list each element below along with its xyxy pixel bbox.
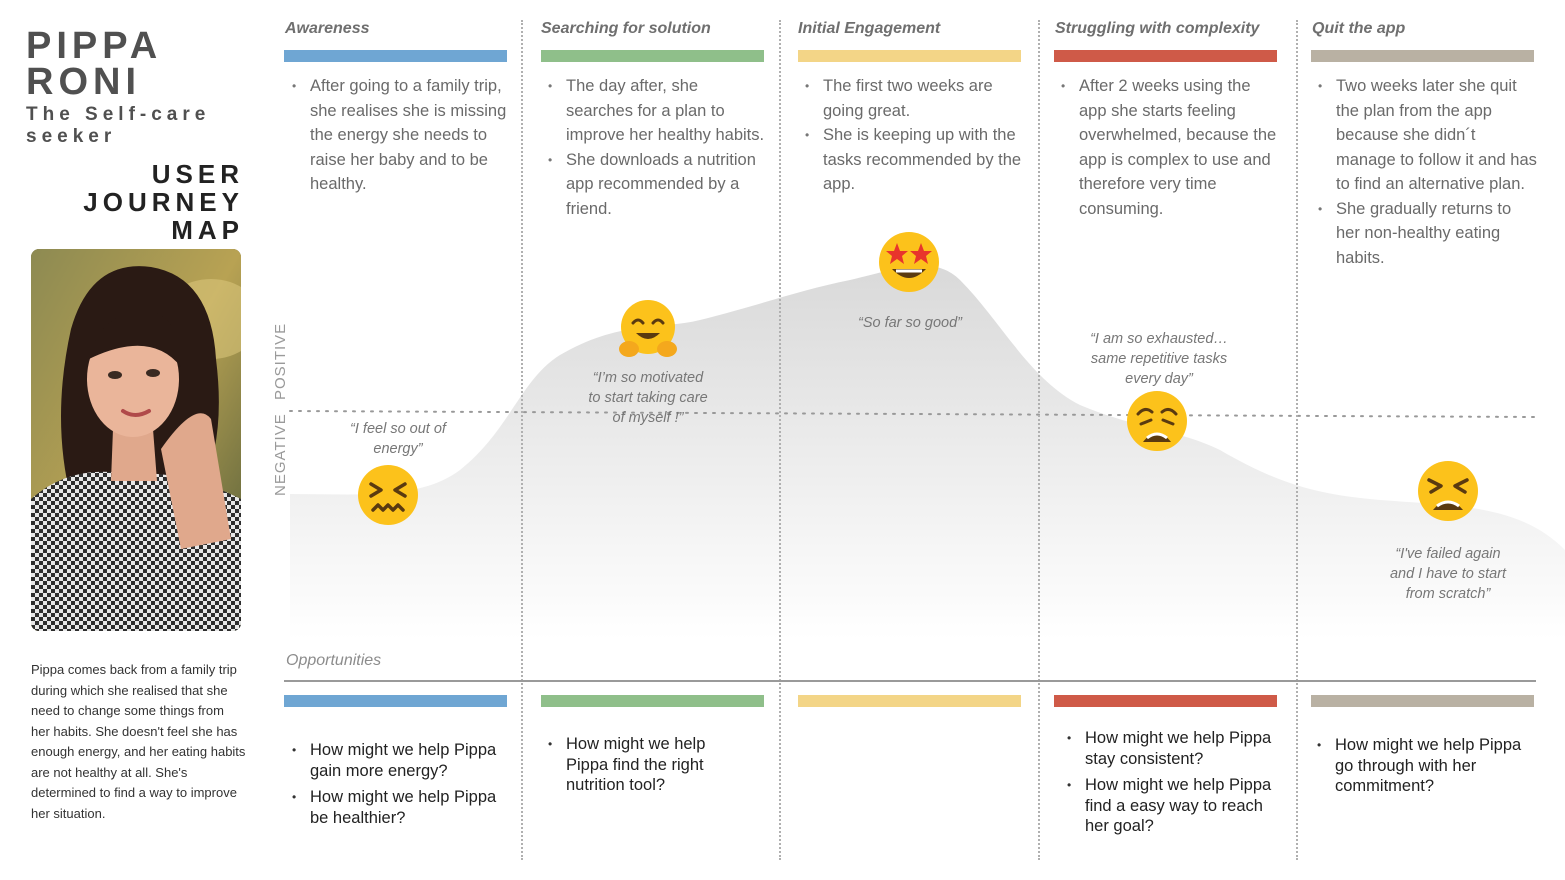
persona-subtitle: The Self-care seeker (26, 104, 246, 148)
opportunity-color-bar (541, 695, 764, 707)
stage-quote: “So far so good” (858, 315, 962, 331)
confounded-face-icon (358, 465, 418, 525)
stage-quote: “I feel so out of energy” (350, 421, 446, 457)
stage-title-searching: Searching for solution (541, 20, 711, 37)
opportunity-item: How might we help Pippa find a easy way … (1061, 775, 1291, 837)
persona-name: PIPPA RONI (26, 25, 163, 103)
neutral-axis-line (289, 410, 1536, 418)
opportunity-color-bar (1054, 695, 1277, 707)
stage-quote: “I’m so motivated to start taking care o… (588, 370, 708, 426)
stage-description-item: She downloads a nutrition app recommende… (542, 148, 767, 222)
persona-first-name: PIPPA (26, 25, 163, 67)
stage-description: The day after, she searches for a plan t… (542, 74, 767, 221)
stage-title-awareness: Awareness (285, 20, 370, 37)
emotion-curve-area (290, 265, 1565, 640)
stage-description-item: Two weeks later she quit the plan from t… (1312, 74, 1537, 197)
stage-title-struggling: Struggling with complexity (1055, 20, 1260, 37)
stage-description-item: After going to a family trip, she realis… (286, 74, 511, 197)
map-title-line1: USER (151, 159, 244, 189)
persona-subtitle-line2: seeker (26, 126, 117, 147)
opportunity-list: How might we help Pippa go through with … (1311, 735, 1536, 803)
stage-description-item: The first two weeks are going great. (799, 74, 1024, 123)
stage-divider (1038, 20, 1040, 860)
stage-description: After going to a family trip, she realis… (286, 74, 511, 197)
opportunities-label: Opportunities (286, 652, 382, 669)
stage-description: Two weeks later she quit the plan from t… (1312, 74, 1537, 270)
opportunity-item: How might we help Pippa stay consistent? (1061, 728, 1291, 769)
axis-negative-label: NEGATIVE (272, 413, 289, 496)
opportunity-item: How might we help Pippa be healthier? (286, 787, 516, 828)
stage-color-bar (1054, 50, 1277, 62)
stage-color-bar (1311, 50, 1534, 62)
stage-description-item: She gradually returns to her non-healthy… (1312, 197, 1537, 271)
stage-divider (1296, 20, 1298, 860)
opportunities-divider (284, 680, 1536, 682)
stage-description-item: She is keeping up with the tasks recomme… (799, 123, 1024, 197)
opportunity-list: How might we help Pippa find the right n… (542, 734, 722, 802)
opportunity-color-bar (798, 695, 1021, 707)
hugging-face-icon (619, 300, 677, 357)
persona-photo (31, 249, 241, 631)
stage-description-item: The day after, she searches for a plan t… (542, 74, 767, 148)
stage-color-bar (798, 50, 1021, 62)
opportunity-list: How might we help Pippa gain more energy… (286, 740, 516, 834)
opportunity-item: How might we help Pippa gain more energy… (286, 740, 516, 781)
persona-portrait-illustration (31, 249, 241, 631)
map-title-line3: MAP (171, 215, 244, 245)
stage-color-bar (541, 50, 764, 62)
persona-subtitle-line1: The Self-care (26, 104, 211, 125)
persona-bio: Pippa comes back from a family trip duri… (31, 662, 246, 821)
stage-description: The first two weeks are going great. She… (799, 74, 1024, 197)
stage-title-initial-engagement: Initial Engagement (798, 20, 941, 37)
stage-description: After 2 weeks using the app she starts f… (1055, 74, 1280, 221)
stage-divider (521, 20, 523, 860)
stage-description-item: After 2 weeks using the app she starts f… (1055, 74, 1280, 221)
map-title-line2: JOURNEY (83, 187, 244, 217)
opportunity-list: How might we help Pippa stay consistent?… (1061, 728, 1291, 843)
star-struck-icon (879, 232, 939, 292)
persona-last-name: RONI (26, 61, 141, 103)
opportunity-color-bar (1311, 695, 1534, 707)
weary-face-icon (1127, 391, 1187, 451)
map-title: USER JOURNEY MAP (60, 160, 244, 244)
stage-color-bar (284, 50, 507, 62)
stage-quote: “I've failed again and I have to start f… (1389, 546, 1507, 602)
opportunity-color-bar (284, 695, 507, 707)
stage-divider (779, 20, 781, 860)
stage-quote: “I am so exhausted… same repetitive task… (1090, 331, 1228, 387)
opportunity-item: How might we help Pippa find the right n… (542, 734, 722, 796)
axis-positive-label: POSITIVE (272, 322, 289, 400)
tired-face-icon (1418, 461, 1478, 521)
opportunity-item: How might we help Pippa go through with … (1311, 735, 1536, 797)
stage-title-quit: Quit the app (1312, 20, 1406, 37)
